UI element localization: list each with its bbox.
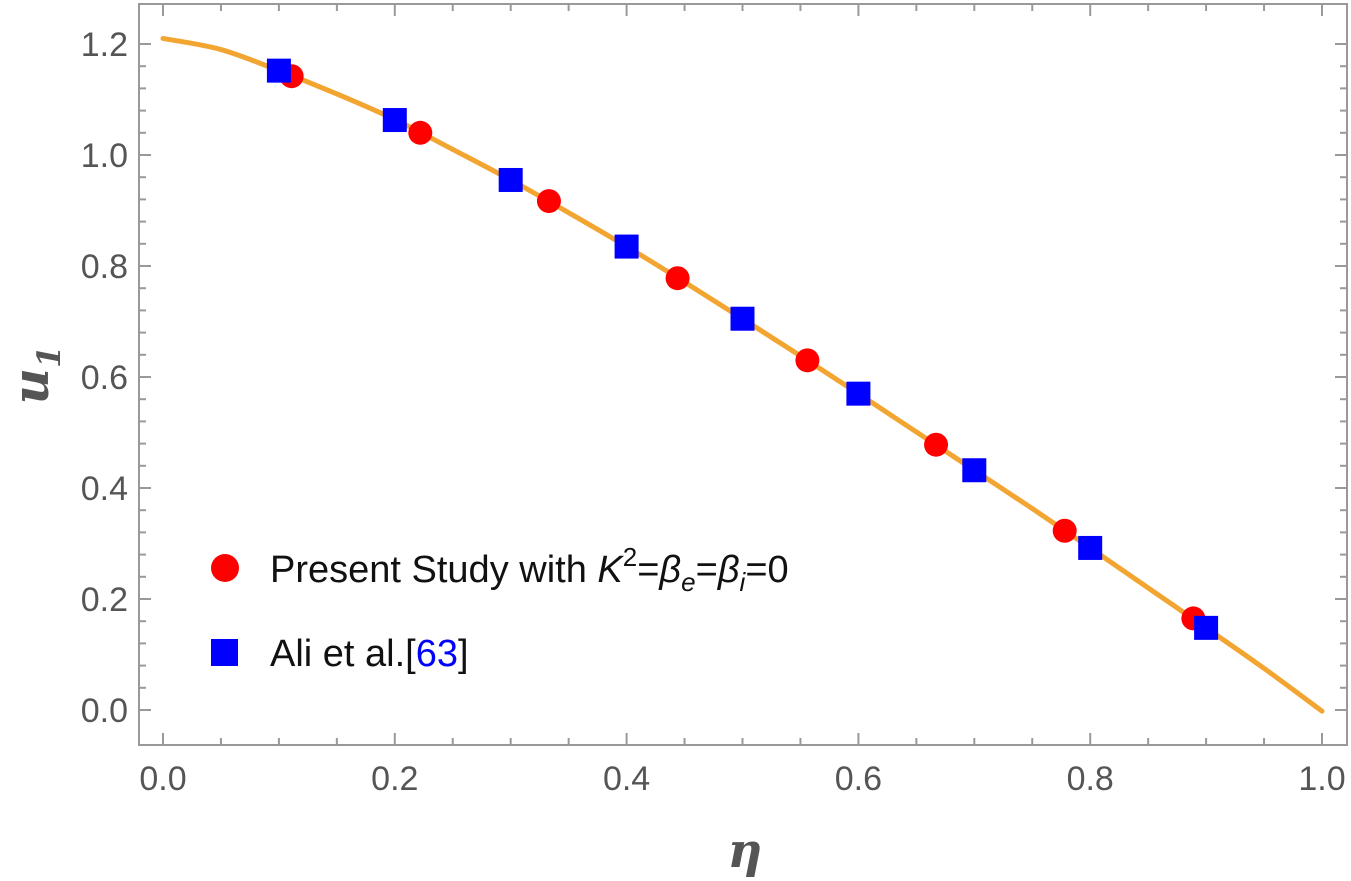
ali-et-al-point [382,108,407,133]
ticks [139,4,1347,745]
y-tick-label: 0.2 [81,581,128,619]
ali-et-al-point [266,58,291,83]
y-axis-title-subscript: 1 [30,346,68,368]
markers [266,58,1219,640]
x-axis-title: η [728,823,763,879]
ali-et-al-point [846,381,871,406]
ali-et-al-point [1194,615,1219,640]
ali-et-al-point [1078,535,1103,560]
legend-marker-ali-et-al [211,639,238,666]
x-tick-label: 0.6 [835,760,882,798]
x-tick-label: 0.0 [139,760,186,798]
analytic-curve [160,35,1325,714]
tick-labels: 0.0 0.2 0.4 0.6 0.8 1.0 0.0 0.2 0.4 0.6 0.8 1.0 1.2 [81,26,1346,798]
y-tick-label: 1.0 [81,137,128,175]
legend-marker-present-study [211,554,239,582]
x-tick-label: 0.8 [1067,760,1114,798]
present-study-point [1052,518,1077,543]
y-tick-label: 0.6 [81,359,128,397]
legend-label-present-study: Present Study with K2=βe=βi=0 [270,542,789,597]
y-tick-label: 1.2 [81,26,128,64]
ali-et-al-point [498,167,523,192]
present-study-point [795,348,820,373]
present-study-point [408,120,433,145]
y-axis-title-base: u [1,368,60,404]
present-study-point [665,266,690,291]
present-study-point [924,432,949,457]
y-tick-label: 0.4 [81,470,128,508]
x-tick-label: 0.4 [603,760,650,798]
ali-et-al-point [962,458,987,483]
y-tick-label: 0.8 [81,248,128,286]
x-tick-label: 0.2 [371,760,418,798]
y-axis-title: u1 [1,346,68,405]
ali-et-al-point [730,306,755,331]
x-tick-label: 1.0 [1298,760,1345,798]
ali-et-al-point [614,234,639,259]
present-study-point [536,189,561,214]
y-tick-label: 0.0 [81,692,128,730]
legend: Present Study with K2=βe=βi=0 Ali et al.… [211,542,789,675]
legend-label-ali-et-al: Ali et al.[63] [270,633,469,675]
